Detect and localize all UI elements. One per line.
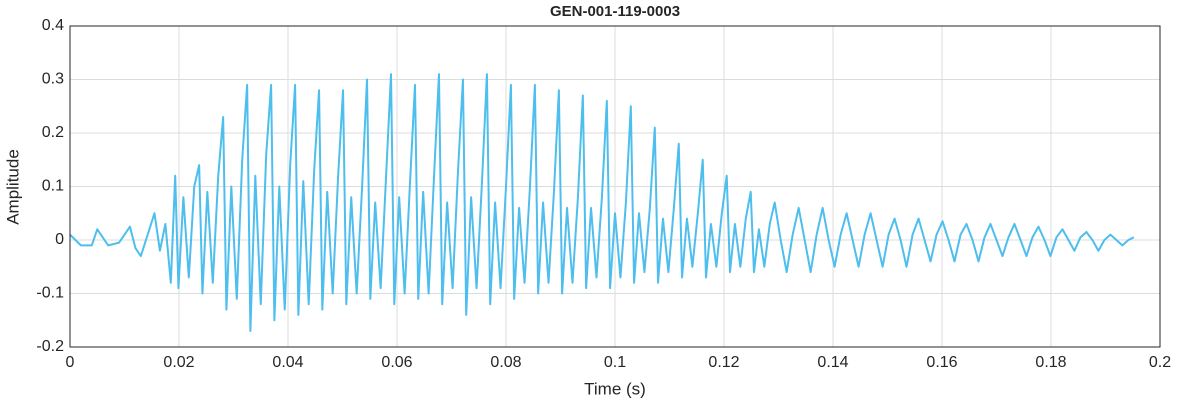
x-tick-label: 0.02 <box>163 354 194 371</box>
waveform-line <box>69 73 1135 332</box>
y-tick-label: -0.1 <box>36 285 64 302</box>
y-tick-label: -0.2 <box>36 338 64 355</box>
x-tick-label: 0.18 <box>1035 354 1066 371</box>
x-tick-label: 0.04 <box>272 354 303 371</box>
x-tick-label: 0.2 <box>1149 354 1171 371</box>
y-tick-label: 0.1 <box>42 178 64 195</box>
x-tick-label: 0.12 <box>708 354 739 371</box>
x-tick-label: 0.06 <box>381 354 412 371</box>
y-tick-label: 0.3 <box>42 71 64 88</box>
y-tick-label: 0.2 <box>42 124 64 141</box>
y-axis-label: Amplitude <box>3 149 22 225</box>
y-tick-label: 0 <box>55 231 64 248</box>
chart-title: GEN-001-119-0003 <box>550 3 680 20</box>
x-tick-label: 0.1 <box>604 354 626 371</box>
x-tick-label: 0.14 <box>817 354 848 371</box>
x-axis-label: Time (s) <box>584 379 646 398</box>
x-tick-label: 0 <box>66 354 75 371</box>
y-tick-label: 0.4 <box>42 17 64 34</box>
x-tick-label: 0.08 <box>490 354 521 371</box>
plot-frame <box>69 25 1161 348</box>
x-tick-label: 0.16 <box>926 354 957 371</box>
